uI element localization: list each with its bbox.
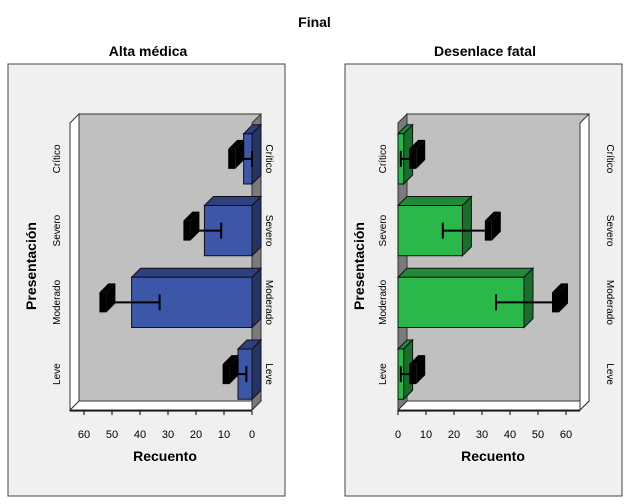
error-cap-front: [409, 364, 417, 385]
category-label-right: Crítico: [604, 144, 615, 173]
category-label-left: Leve: [378, 363, 389, 385]
error-cap-side: [416, 355, 426, 385]
error-bar: [441, 211, 501, 241]
panel-title-alta-medica: Alta médica: [108, 43, 188, 59]
bar-leve: [222, 338, 263, 401]
x-tick-label: 50: [106, 429, 118, 441]
bar-top-face: [203, 196, 263, 207]
bar-leve: [396, 338, 426, 401]
category-label-left: Severo: [378, 214, 389, 246]
error-cap-side: [416, 139, 426, 169]
back-wall: [406, 113, 590, 402]
error-cap-front: [484, 220, 492, 241]
front-edge: [579, 112, 590, 412]
x-tick-label: 0: [249, 429, 255, 441]
error-cap-front: [99, 292, 107, 313]
x-tick-label: 10: [218, 429, 230, 441]
floor: [396, 400, 591, 411]
floor: [68, 400, 263, 411]
front-edge: [69, 112, 80, 412]
error-cap-front: [183, 220, 191, 241]
x-tick-label: 50: [532, 429, 544, 441]
x-tick-label: 60: [78, 429, 90, 441]
bar-side-face: [251, 338, 262, 401]
error-cap-top: [183, 211, 200, 221]
error-cap-top: [552, 283, 568, 293]
error-cap-side: [106, 283, 116, 313]
x-tick-label: 20: [448, 429, 460, 441]
bar-severo: [396, 195, 501, 257]
x-axis-title: Recuento: [133, 448, 197, 464]
x-tick-label: 40: [134, 429, 146, 441]
category-label-left: Moderado: [52, 279, 63, 324]
error-bar: [399, 355, 426, 385]
category-label-right: Leve: [604, 363, 615, 385]
error-cap-front: [552, 292, 559, 313]
bar-side-face: [461, 195, 472, 257]
category-label-right: Severo: [263, 215, 274, 247]
error-bar: [99, 283, 161, 313]
category-label-left: Moderado: [378, 279, 389, 324]
category-label-left: Crítico: [52, 144, 63, 173]
category-label-right: Moderado: [604, 280, 615, 325]
error-cap-front: [228, 148, 236, 169]
bar-moderado: [99, 267, 263, 329]
error-cap-top: [409, 139, 426, 149]
panel-alta-medica: Crítico Crítico Severo Severo Moderado Modera…: [7, 63, 286, 497]
bar-side-face: [251, 267, 262, 329]
category-label-left: Severo: [52, 214, 63, 246]
category-label-right: Severo: [604, 215, 615, 247]
error-bar: [228, 139, 253, 169]
bar-moderado: [396, 267, 568, 329]
x-tick-label: 0: [395, 429, 401, 441]
category-label-right: Crítico: [263, 144, 274, 173]
x-tick-label: 30: [476, 429, 488, 441]
error-cap-side: [235, 139, 245, 169]
bar-crtico: [228, 123, 263, 186]
bar-crtico: [396, 123, 426, 186]
error-cap-top: [228, 139, 245, 149]
x-tick-label: 20: [190, 429, 202, 441]
bar-top-face: [396, 196, 473, 207]
bar-top-face: [396, 267, 535, 278]
bar-side-face: [251, 123, 262, 186]
y-axis-title: Presentación: [23, 222, 39, 310]
bar-side-face: [523, 267, 534, 329]
error-cap-top: [99, 283, 116, 293]
bar-top-face: [130, 267, 263, 278]
error-bar: [495, 283, 568, 313]
error-cap-front: [409, 148, 417, 169]
error-bar: [222, 355, 248, 385]
bar-side-face: [251, 195, 262, 257]
error-cap-front: [222, 364, 230, 385]
error-cap-side: [491, 211, 501, 241]
x-tick-label: 30: [162, 429, 174, 441]
x-axis-title: Recuento: [461, 448, 525, 464]
figure-title: Final: [298, 14, 331, 30]
category-label-right: Moderado: [263, 280, 274, 325]
category-label-right: Leve: [263, 363, 274, 385]
category-label-left: Leve: [52, 363, 63, 385]
error-cap-side: [190, 211, 200, 241]
error-cap-top: [484, 211, 501, 221]
error-cap-top: [409, 355, 426, 365]
x-tick-label: 10: [420, 429, 432, 441]
category-label-left: Crítico: [378, 144, 389, 173]
error-cap-side: [559, 283, 568, 313]
error-bar: [183, 211, 223, 241]
error-bar: [399, 139, 426, 169]
x-tick-label: 60: [560, 429, 572, 441]
error-cap-top: [222, 355, 239, 365]
y-axis-title: Presentación: [351, 222, 367, 310]
panel-desenlace-fatal: Crítico Crítico Severo Severo Moderado Modera…: [344, 63, 623, 497]
panel-title-desenlace-fatal: Desenlace fatal: [434, 43, 536, 59]
bar-severo: [183, 195, 263, 257]
error-cap-side: [229, 355, 239, 385]
x-tick-label: 40: [504, 429, 516, 441]
